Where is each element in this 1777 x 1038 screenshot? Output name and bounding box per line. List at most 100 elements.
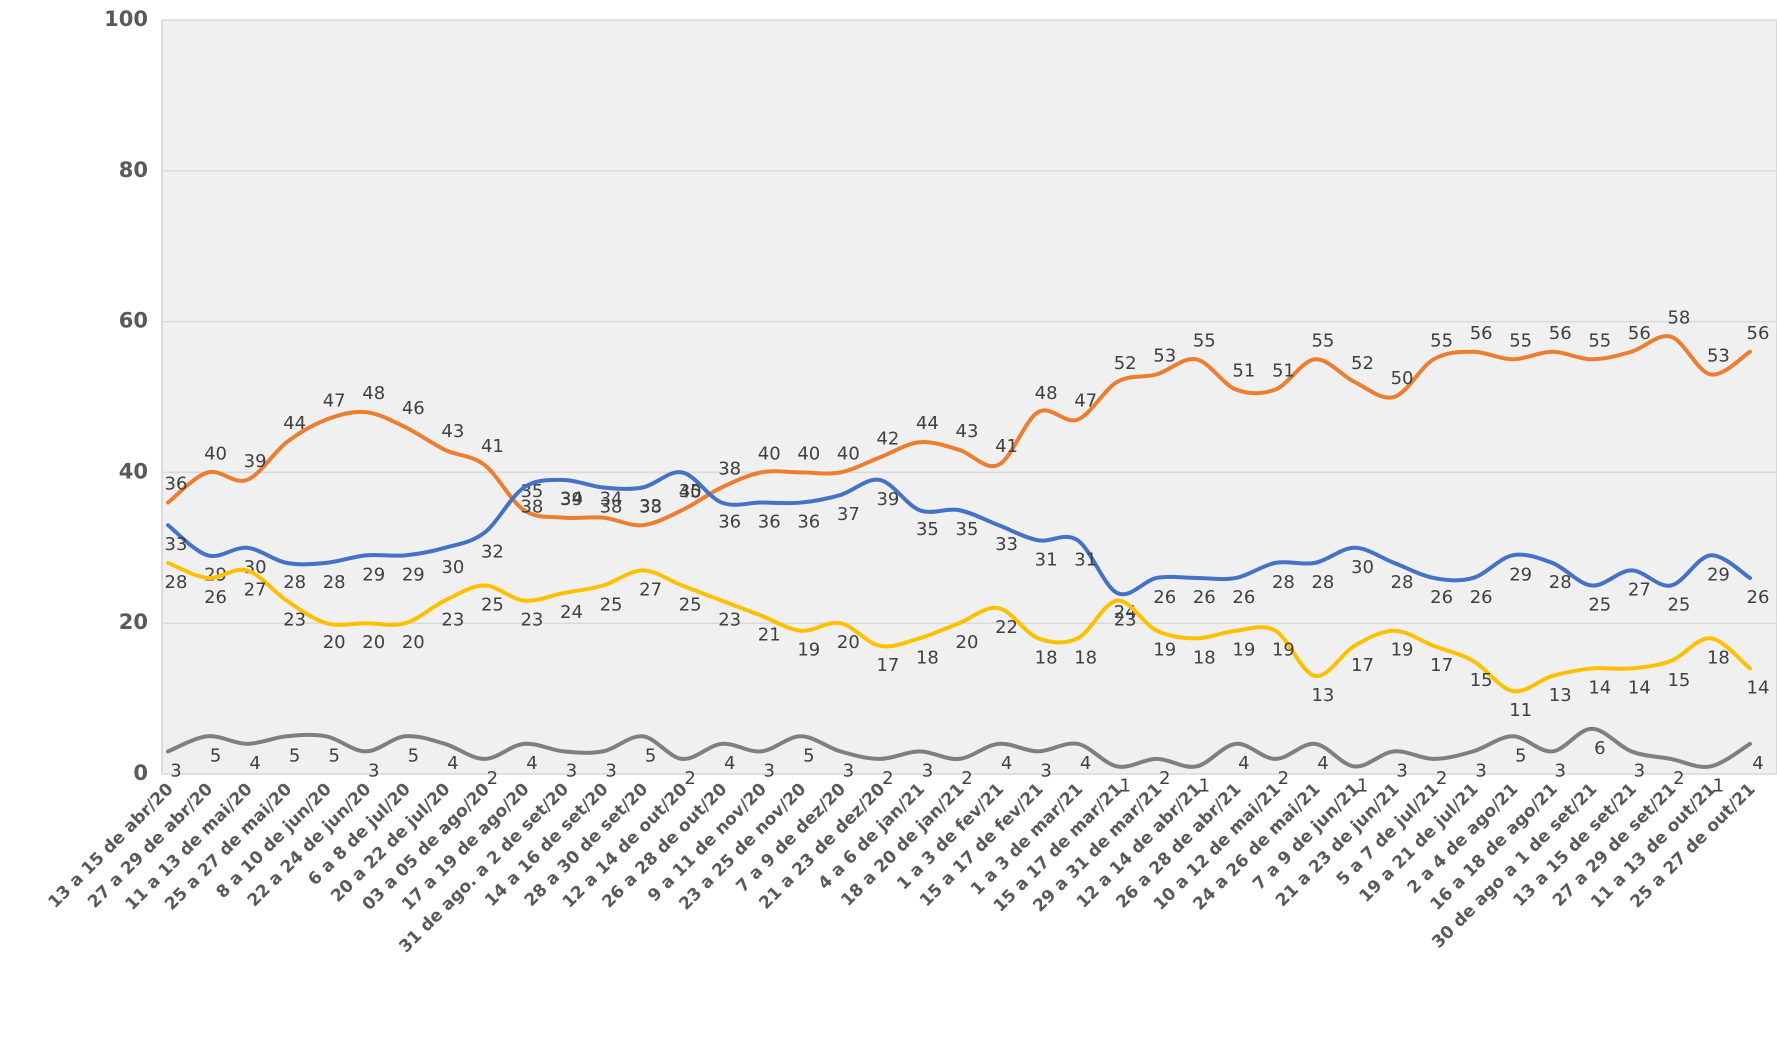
data-label: 14 [1628, 677, 1651, 698]
data-label: 27 [1628, 579, 1651, 600]
data-label: 35 [916, 519, 939, 540]
data-label: 53 [1153, 345, 1176, 366]
data-label: 2 [487, 768, 498, 789]
data-label: 33 [165, 534, 188, 555]
data-label: 18 [1707, 647, 1730, 668]
data-label: 23 [520, 610, 543, 631]
data-label: 3 [1040, 760, 1051, 781]
data-label: 40 [797, 443, 820, 464]
data-label: 4 [447, 753, 458, 774]
data-label: 51 [1272, 360, 1295, 381]
data-label: 50 [1391, 368, 1414, 389]
data-label: 2 [1436, 768, 1447, 789]
data-label: 19 [1232, 640, 1255, 661]
y-tick-label: 20 [119, 610, 148, 634]
data-label: 25 [600, 595, 623, 616]
data-label: 6 [1594, 738, 1605, 759]
y-tick-label: 0 [133, 761, 148, 785]
data-label: 4 [1317, 753, 1328, 774]
data-label: 4 [1752, 753, 1763, 774]
y-tick-label: 100 [104, 7, 148, 31]
data-label: 25 [679, 595, 702, 616]
data-label: 30 [441, 557, 464, 578]
data-label: 4 [1238, 753, 1249, 774]
data-label: 40 [679, 481, 702, 502]
y-tick-label: 40 [119, 459, 148, 483]
data-label: 48 [362, 383, 385, 404]
data-label: 25 [1667, 595, 1690, 616]
data-label: 55 [1588, 330, 1611, 351]
data-label: 26 [1747, 587, 1770, 608]
data-label: 3 [1555, 760, 1566, 781]
data-label: 42 [876, 428, 899, 449]
data-label: 23 [1114, 610, 1137, 631]
data-label: 38 [600, 496, 623, 517]
data-label: 5 [645, 745, 656, 766]
data-label: 25 [1588, 595, 1611, 616]
data-label: 28 [1549, 572, 1572, 593]
data-label: 17 [876, 655, 899, 676]
data-label: 15 [1667, 670, 1690, 691]
data-label: 36 [797, 512, 820, 533]
data-label: 20 [323, 632, 346, 653]
data-label: 43 [441, 421, 464, 442]
data-label: 36 [718, 512, 741, 533]
data-label: 24 [560, 602, 583, 623]
data-label: 41 [995, 436, 1018, 457]
data-label: 33 [639, 496, 662, 517]
data-label: 25 [481, 595, 504, 616]
data-label: 56 [1470, 323, 1493, 344]
data-label: 11 [1509, 700, 1532, 721]
data-label: 4 [1001, 753, 1012, 774]
data-label: 38 [718, 458, 741, 479]
series-line [166, 560, 1752, 694]
data-label: 19 [1153, 640, 1176, 661]
data-label: 35 [956, 519, 979, 540]
series-line [166, 470, 1752, 597]
data-label: 18 [1193, 647, 1216, 668]
data-label: 2 [1673, 768, 1684, 789]
data-label: 43 [956, 421, 979, 442]
data-label: 18 [916, 647, 939, 668]
data-label: 40 [837, 443, 860, 464]
data-label: 19 [1272, 640, 1295, 661]
data-label: 37 [837, 504, 860, 525]
data-label: 44 [916, 413, 939, 434]
data-label: 13 [1549, 685, 1572, 706]
data-label: 4 [1080, 753, 1091, 774]
data-label: 18 [1074, 647, 1097, 668]
data-label: 1 [1357, 775, 1368, 796]
data-label: 58 [1667, 308, 1690, 329]
data-label: 30 [1351, 557, 1374, 578]
data-label: 47 [1074, 391, 1097, 412]
data-label: 1 [1119, 775, 1130, 796]
data-label: 33 [995, 534, 1018, 555]
data-label: 17 [1351, 655, 1374, 676]
data-label: 26 [204, 587, 227, 608]
data-label: 26 [1470, 587, 1493, 608]
data-label: 51 [1232, 360, 1255, 381]
data-label: 20 [956, 632, 979, 653]
data-label: 34 [600, 489, 623, 510]
data-label: 5 [328, 745, 339, 766]
data-label: 29 [204, 564, 227, 585]
data-label: 22 [995, 617, 1018, 638]
data-label: 2 [684, 768, 695, 789]
data-label: 3 [605, 760, 616, 781]
data-label: 3 [764, 760, 775, 781]
data-label: 36 [165, 474, 188, 495]
data-label: 35 [679, 481, 702, 502]
series-line [166, 726, 1752, 769]
data-label: 2 [1278, 768, 1289, 789]
data-label: 3 [922, 760, 933, 781]
data-label: 56 [1628, 323, 1651, 344]
data-label: 28 [1311, 572, 1334, 593]
data-label: 2 [882, 768, 893, 789]
data-label: 2 [961, 768, 972, 789]
data-label: 38 [520, 496, 543, 517]
data-label: 5 [803, 745, 814, 766]
data-label: 5 [408, 745, 419, 766]
data-label: 23 [718, 610, 741, 631]
data-label: 46 [402, 398, 425, 419]
